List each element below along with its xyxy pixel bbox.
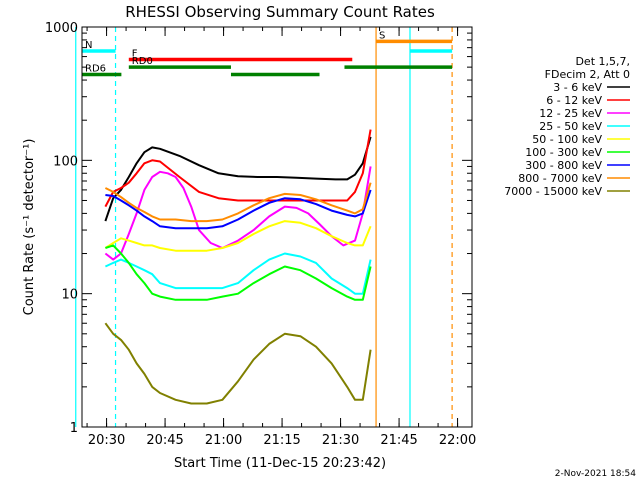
x-axis-label: Start Time (11-Dec-15 20:23:42)	[174, 456, 386, 471]
legend-label: 3 - 6 keV	[553, 81, 602, 94]
legend-header: Det 1,5,7,	[575, 55, 630, 68]
flag-label: N	[85, 40, 92, 51]
legend-label: 7000 - 15000 keV	[504, 185, 602, 198]
y-axis-label: Count Rate (s⁻¹ detector⁻¹)	[22, 139, 37, 316]
y-tick-label: 1000	[45, 21, 78, 36]
x-tick-label: 21:30	[322, 433, 359, 448]
x-tick-label: 22:00	[439, 433, 476, 448]
series-line	[104, 220, 372, 252]
legend-label: 25 - 50 keV	[539, 120, 602, 133]
x-tick-label: 21:00	[205, 433, 242, 448]
legend-label: 800 - 7000 keV	[518, 172, 602, 185]
legend-label: 50 - 100 keV	[532, 133, 602, 146]
flag-label: RD6	[85, 64, 106, 75]
series-line	[104, 252, 372, 295]
x-tick-label: 21:45	[380, 433, 417, 448]
y-tick-label: 1	[70, 421, 78, 436]
series-line	[104, 129, 372, 208]
legend-label: 6 - 12 keV	[546, 94, 602, 107]
series-line	[105, 244, 372, 301]
legend-label: 100 - 300 keV	[525, 146, 602, 159]
y-tick-label: 10	[61, 288, 78, 303]
footer-date: 2-Nov-2021 18:54	[555, 469, 637, 479]
flag-label: F	[132, 49, 138, 60]
legend-header: FDecim 2, Att 0	[545, 68, 630, 81]
plot-frame	[81, 26, 473, 428]
flag-label: S	[379, 30, 385, 41]
flag-label: RD0	[132, 56, 153, 67]
series-line	[104, 136, 372, 222]
legend-label: 300 - 800 keV	[525, 159, 602, 172]
series-line	[104, 166, 372, 261]
x-tick-label: 20:45	[146, 433, 183, 448]
y-tick-label: 100	[53, 154, 78, 169]
series-line	[104, 322, 372, 405]
legend-label: 12 - 25 keV	[539, 107, 602, 120]
series-line	[104, 182, 372, 223]
chart-title: RHESSI Observing Summary Count Rates	[125, 3, 435, 21]
x-tick-label: 21:15	[263, 433, 300, 448]
series-line	[105, 189, 372, 230]
x-tick-label: 20:30	[88, 433, 125, 448]
